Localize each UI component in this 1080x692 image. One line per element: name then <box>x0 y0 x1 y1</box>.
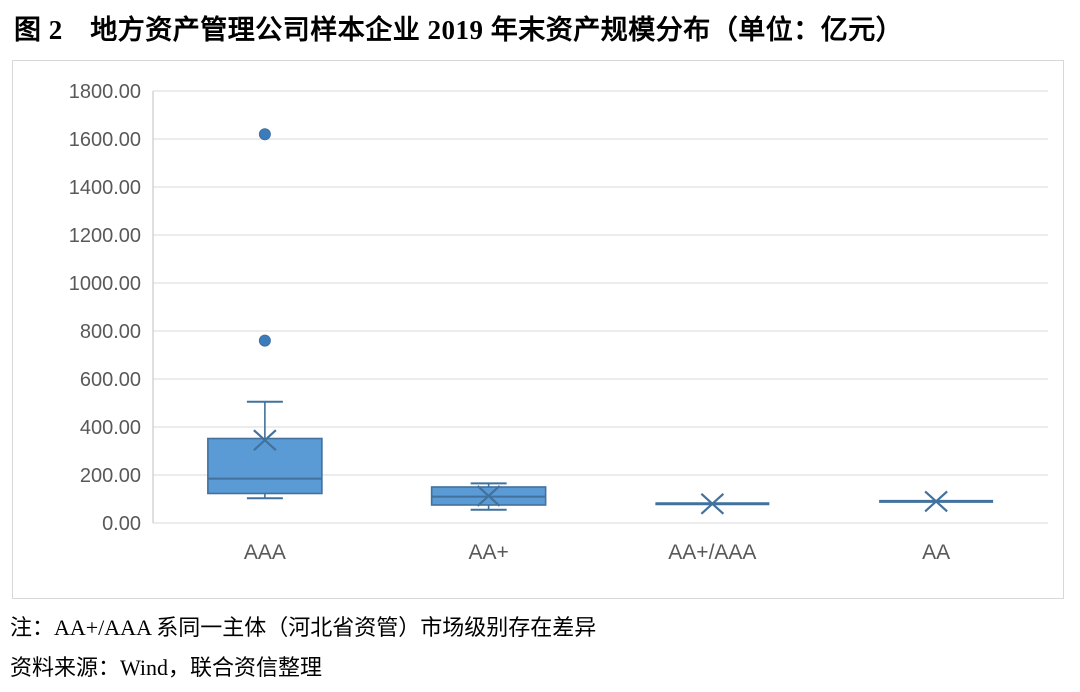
x-axis-category-label: AA+ <box>468 541 508 564</box>
y-axis-tick-label: 1600.00 <box>69 129 141 151</box>
mean-marker <box>700 492 725 515</box>
y-axis-tick-label: 1400.00 <box>69 177 141 199</box>
x-axis-category-label: AA <box>922 541 950 564</box>
x-axis-category-label: AA+/AAA <box>668 541 756 564</box>
outlier-point <box>258 334 271 347</box>
y-axis-tick-label: 1800.00 <box>69 81 141 103</box>
mean-marker <box>253 429 277 452</box>
chart-frame: 0.00 200.00 400.00 600.00 800.00 1000.00 1200.… <box>12 60 1064 599</box>
outlier-point <box>258 128 271 141</box>
y-axis-tick-label: 200.00 <box>80 465 141 487</box>
y-axis-tick-label: 0.00 <box>102 513 141 535</box>
figure-title: 图 2 地方资产管理公司样本企业 2019 年末资产规模分布（单位：亿元） <box>14 15 904 45</box>
x-axis-category-label: AAA <box>244 541 286 564</box>
mean-marker <box>476 485 501 507</box>
y-axis-tick-label: 1200.00 <box>69 225 141 247</box>
y-axis-tick-label: 400.00 <box>80 417 141 439</box>
y-axis-tick-label: 1000.00 <box>69 273 141 295</box>
footnote: 注：AA+/AAA 系同一主体（河北省资管）市场级别存在差异 <box>10 615 597 640</box>
boxplot-chart: 0.00 200.00 400.00 600.00 800.00 1000.00 1200.… <box>69 81 1048 564</box>
y-axis-tick-label: 800.00 <box>80 321 141 343</box>
mean-marker <box>924 490 948 513</box>
box-plot-AAA <box>207 437 323 495</box>
source-note: 资料来源：Wind，联合资信整理 <box>10 655 322 680</box>
y-axis-tick-label: 600.00 <box>80 369 141 391</box>
